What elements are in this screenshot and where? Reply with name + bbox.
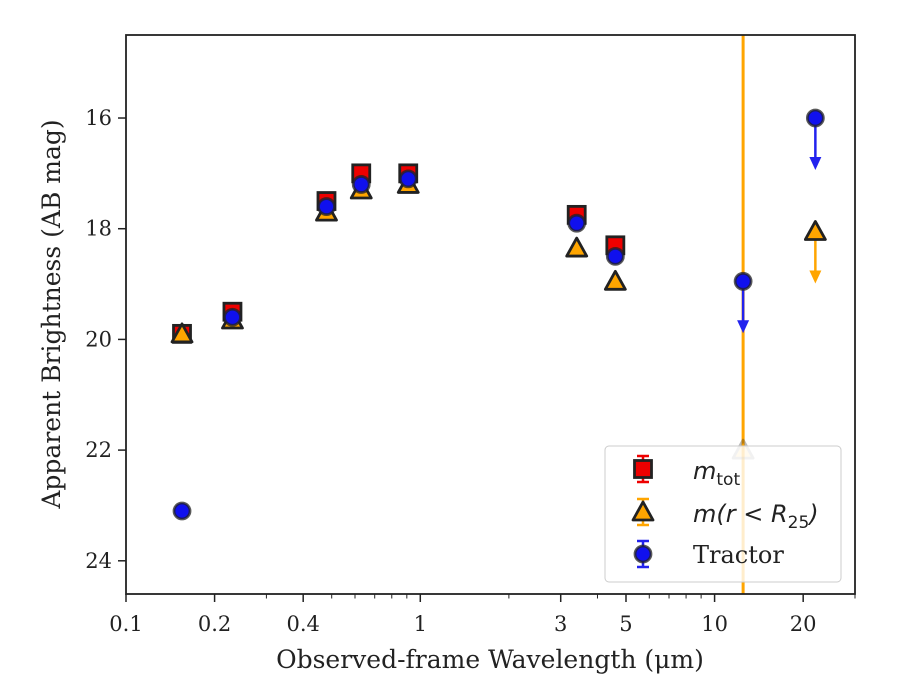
- y-tick-label-0: 16: [85, 106, 112, 130]
- y-tick-label-1: 18: [85, 217, 112, 241]
- y-tick-label-2: 20: [85, 327, 112, 351]
- legend-box: [604, 445, 842, 583]
- series-1-point-0: [170, 322, 194, 344]
- legend-label-m-r25: m(r < R25): [693, 500, 819, 533]
- x-tick-label-6: 10: [701, 612, 728, 636]
- x-tick-label-5: 5: [619, 612, 632, 636]
- series-2-point-6: [605, 246, 625, 266]
- legend-label-mtot: mtot: [693, 457, 740, 490]
- legend-marker-2: [633, 539, 653, 569]
- series-2-point-1: [223, 307, 242, 327]
- plot-frame: [125, 34, 856, 595]
- x-tick-label-3: 1: [414, 612, 427, 636]
- x-tick-label-0: 0.1: [109, 612, 142, 636]
- legend-symbol-2: [633, 544, 653, 564]
- y-tick-label-3: 22: [85, 438, 112, 462]
- y-tick-label-4: 24: [85, 549, 112, 573]
- x-tick-label-4: 3: [554, 612, 567, 636]
- x-tick-label-2: 0.4: [286, 612, 319, 636]
- legend-marker-1: [631, 497, 655, 527]
- x-axis-label: Observed-frame Wavelength (μm): [276, 645, 704, 674]
- series-2-point-3: [351, 175, 371, 194]
- y-axis-label: Apparent Brightness (AB mag): [37, 119, 66, 509]
- series-2-point-8: [805, 108, 825, 128]
- series-1-point-8: [803, 220, 827, 241]
- legend-symbol-0: [633, 459, 653, 479]
- x-tick-label-1: 0.2: [198, 612, 231, 636]
- series-2-point-0: [172, 501, 192, 521]
- legend-symbol-1: [631, 500, 655, 522]
- legend-marker-0: [633, 454, 653, 484]
- series-2-point-5: [567, 213, 587, 233]
- legend: mtot m(r < R25) Tractor: [604, 445, 842, 583]
- series-2-point-4: [398, 169, 418, 189]
- series-1-point-6: [603, 269, 627, 291]
- series-2-point-2: [317, 197, 336, 216]
- series-2-point-7: [733, 271, 753, 291]
- series-1-point-5: [565, 236, 589, 258]
- x-tick-label-7: 20: [790, 612, 817, 636]
- legend-label-tractor: Tractor: [693, 541, 784, 569]
